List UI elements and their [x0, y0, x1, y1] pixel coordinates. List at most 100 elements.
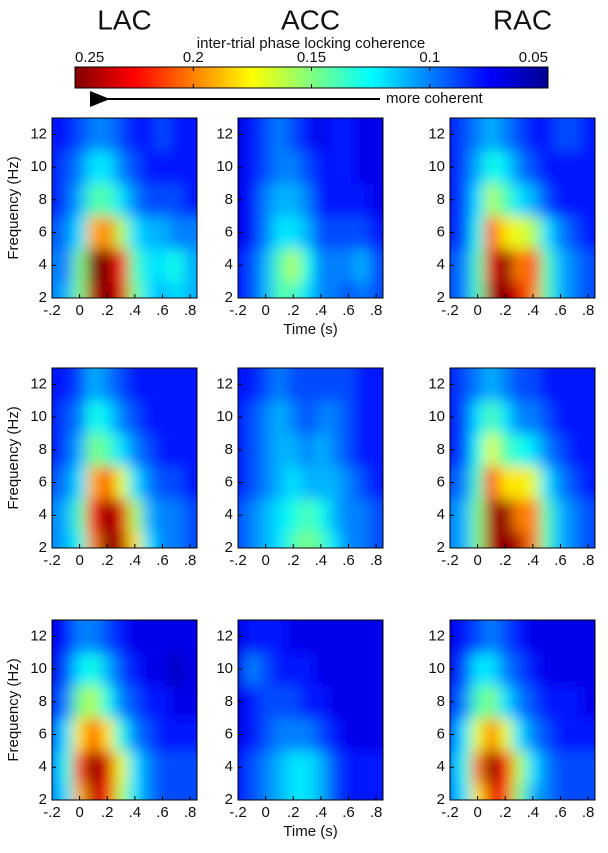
heatmap-cell: [498, 183, 513, 217]
heatmap-cell: [553, 248, 568, 283]
y-tick-label: 12: [428, 627, 445, 644]
heatmap-cell: [238, 531, 246, 548]
heatmap-cell: [456, 150, 472, 184]
heatmap-cell: [258, 118, 274, 152]
x-tick-label: .6: [554, 804, 567, 821]
heatmap-cell: [272, 718, 287, 752]
heatmap-cell: [244, 248, 260, 283]
y-tick-label: 2: [225, 539, 233, 556]
heatmap-cell: [498, 620, 513, 654]
heatmap-cell: [313, 531, 329, 548]
heatmap-cell: [470, 248, 486, 283]
heatmap-cell: [355, 118, 370, 152]
heatmap-cell: [581, 248, 595, 283]
heatmap-cell: [169, 652, 184, 686]
heatmap-cell: [272, 433, 287, 467]
heatmap-cell: [512, 248, 527, 283]
heatmap-cell: [581, 466, 595, 500]
heatmap-cell: [100, 400, 115, 434]
y-axis-label: Frequency (Hz): [5, 658, 22, 761]
x-tick-label: -.2: [441, 552, 459, 569]
heatmap-cell: [286, 216, 301, 250]
heatmap-cell: [553, 433, 568, 467]
heatmap-cell: [183, 248, 197, 283]
x-tick-label: .8: [184, 552, 197, 569]
heatmap-cell: [498, 531, 513, 548]
heatmap-cell: [183, 531, 197, 548]
heatmap-cell: [327, 150, 343, 184]
heatmap-cell: [244, 400, 260, 434]
heatmap-cell: [498, 718, 513, 752]
y-tick-label: 12: [30, 627, 47, 644]
heatmap-cell: [286, 498, 301, 533]
heatmap-cell: [313, 685, 329, 719]
heatmap-cell: [86, 783, 101, 800]
heatmap-cell: [512, 718, 527, 752]
heatmap-cell: [539, 216, 555, 250]
heatmap-cell: [86, 718, 101, 752]
heatmap-cell: [258, 281, 274, 298]
heatmap-cell: [484, 400, 499, 434]
heatmap-cell: [127, 248, 143, 283]
heatmap-cell: [127, 118, 143, 152]
heatmap-cell: [313, 248, 329, 283]
heatmap-cell: [539, 498, 555, 533]
y-tick-label: 2: [39, 791, 47, 808]
y-tick-label: 2: [225, 289, 233, 306]
colorbar-tick-label: 0.2: [183, 49, 204, 66]
heatmap-cell: [114, 685, 129, 719]
heatmap-cell: [450, 620, 458, 654]
heatmap-cell: [114, 433, 129, 467]
heatmap-cell: [498, 216, 513, 250]
heatmap-cell: [286, 433, 301, 467]
heatmap-cell: [369, 150, 383, 184]
x-tick-label: .2: [287, 302, 300, 319]
heatmap-cell: [58, 118, 74, 152]
colorbar-tick-label: 0.25: [75, 49, 104, 66]
heatmap-cell: [525, 718, 541, 752]
heatmap-cell: [369, 400, 383, 434]
heatmap-cell: [238, 620, 246, 654]
y-tick-label: 12: [428, 375, 445, 392]
heatmap-cell: [369, 368, 383, 402]
heatmap-cell: [369, 248, 383, 283]
heatmap-cell: [272, 531, 287, 548]
heatmap-cell: [127, 783, 143, 800]
heatmap-cell: [114, 620, 129, 654]
heatmap-cell: [100, 216, 115, 250]
heatmap-cell: [525, 466, 541, 500]
heatmap-cell: [553, 150, 568, 184]
y-tick-label: 2: [437, 289, 445, 306]
heatmap-cell: [272, 498, 287, 533]
heatmap-cell: [369, 183, 383, 217]
x-tick-label: -.2: [229, 302, 247, 319]
heatmap-cell: [567, 620, 582, 654]
y-tick-label: 12: [216, 375, 233, 392]
plot-frame: [51, 117, 198, 299]
heatmap-cell: [512, 216, 527, 250]
heatmap-cell: [553, 652, 568, 686]
plot-frame: [449, 619, 596, 801]
heatmap-cell: [244, 150, 260, 184]
heatmap-cell: [258, 531, 274, 548]
heatmap-cell: [539, 281, 555, 298]
heatmap-cell: [141, 216, 157, 250]
x-tick-label: .6: [156, 804, 169, 821]
y-tick-label: 4: [225, 758, 233, 775]
heatmap-cell: [58, 368, 74, 402]
heatmap-cell: [456, 433, 472, 467]
heatmap-cell: [539, 718, 555, 752]
heatmap-cell: [86, 118, 101, 152]
heatmap-cell: [369, 216, 383, 250]
heatmap-cell: [456, 620, 472, 654]
heatmap-cell: [100, 620, 115, 654]
heatmap-cell: [169, 433, 184, 467]
y-tick-label: 8: [225, 441, 233, 458]
heatmap-cell: [539, 183, 555, 217]
x-tick-label: -.2: [43, 552, 61, 569]
x-tick-label: .6: [342, 552, 355, 569]
heatmap-cell: [169, 531, 184, 548]
heatmap-cell: [114, 718, 129, 752]
heatmap-cell: [512, 531, 527, 548]
